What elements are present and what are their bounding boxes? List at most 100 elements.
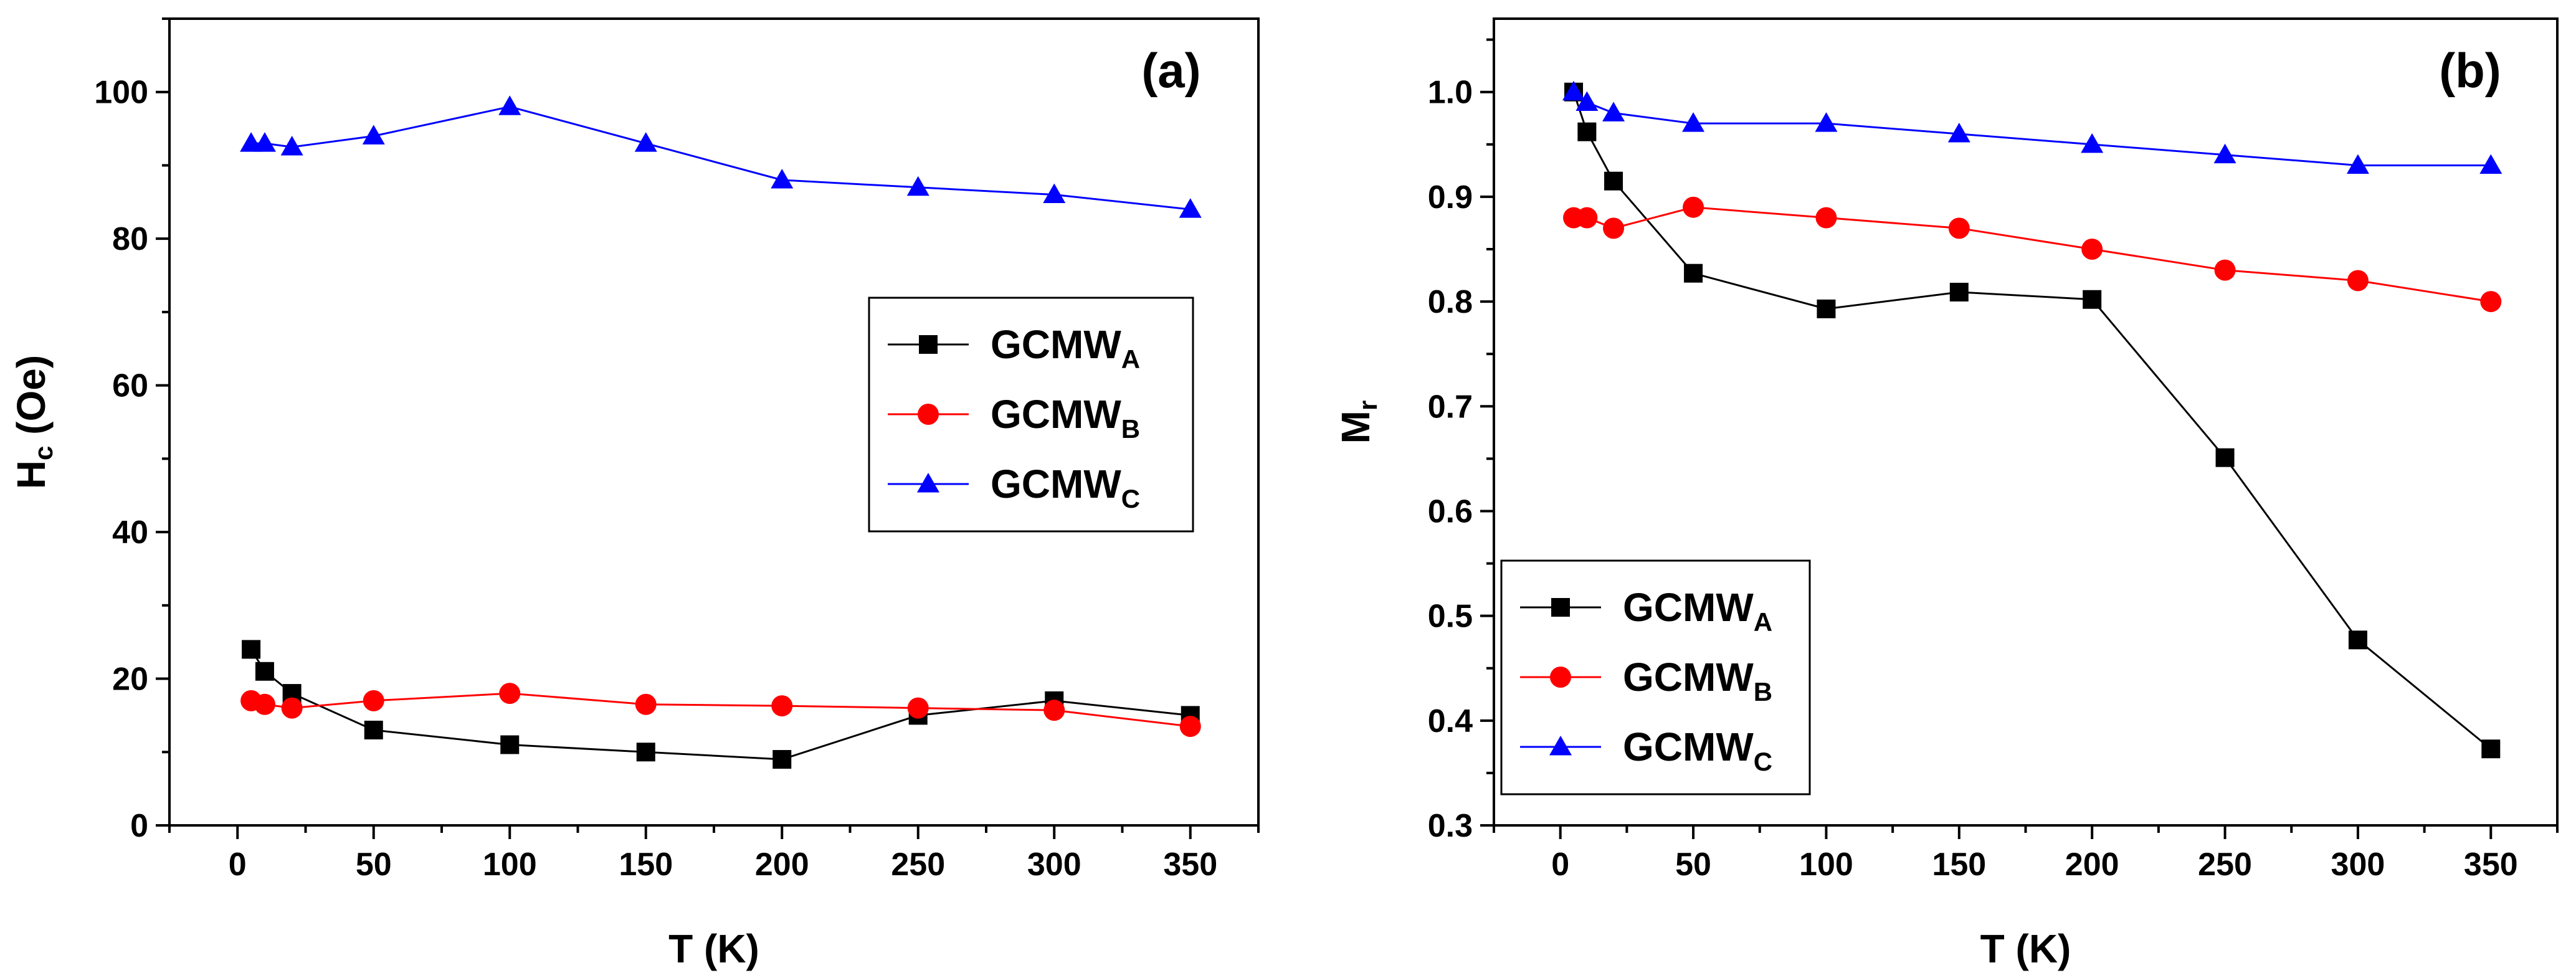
x-tick-label: 350 bbox=[2464, 847, 2518, 883]
legend-label-c: GCMWC bbox=[1623, 724, 1772, 776]
series-line-a bbox=[250, 648, 1191, 761]
y-tick-label: 20 bbox=[112, 662, 148, 698]
data-point-b bbox=[1179, 716, 1201, 738]
y-tick-label: 0.5 bbox=[1428, 599, 1473, 635]
data-point-b bbox=[254, 693, 275, 715]
data-point-a bbox=[500, 735, 520, 754]
data-point-c bbox=[1562, 80, 1585, 101]
data-point-a bbox=[1577, 122, 1597, 141]
legend-marker-c bbox=[1549, 736, 1572, 756]
data-point-c bbox=[362, 125, 385, 145]
y-tick-label: 0.4 bbox=[1428, 703, 1473, 739]
data-point-b bbox=[1948, 217, 1970, 239]
chart-panel-a: (a) T (K) Hc (Oe) 0 50 100 150 200 250 300 350 0… bbox=[9, 17, 1260, 971]
data-point-c bbox=[280, 136, 303, 156]
legend-marker-c bbox=[917, 473, 939, 493]
panel-label-b: (b) bbox=[2439, 43, 2501, 98]
data-point-c bbox=[1043, 183, 1066, 204]
data-point-a bbox=[2215, 448, 2235, 467]
data-point-c bbox=[1602, 102, 1625, 121]
data-point-c bbox=[1682, 112, 1705, 132]
y-axis-title-subscript: r bbox=[1353, 401, 1382, 411]
y-tick-label: 0.7 bbox=[1428, 389, 1473, 425]
series-line-b bbox=[250, 692, 1191, 728]
x-tick-label: 50 bbox=[356, 847, 392, 883]
series-line-a bbox=[1572, 92, 2492, 750]
data-point-b bbox=[1603, 217, 1625, 239]
data-point-c bbox=[634, 132, 657, 152]
data-point-c bbox=[253, 132, 276, 152]
legend-marker-a bbox=[919, 335, 938, 354]
data-point-c bbox=[771, 169, 794, 189]
data-point-a bbox=[364, 720, 383, 739]
legend-marker-b bbox=[1550, 667, 1571, 688]
panel-label-a: (a) bbox=[1141, 43, 1200, 98]
x-tick-label: 250 bbox=[2198, 847, 2252, 883]
legend-label-b: GCMWB bbox=[1623, 655, 1772, 706]
data-point-a bbox=[255, 662, 274, 681]
data-point-b bbox=[907, 697, 929, 719]
x-tick-label: 200 bbox=[755, 847, 809, 883]
data-point-c bbox=[1815, 112, 1838, 132]
x-tick-label: 100 bbox=[1799, 847, 1853, 883]
data-point-c bbox=[2479, 154, 2502, 174]
x-tick-label: 300 bbox=[1027, 847, 1081, 883]
y-tick-label: 0.9 bbox=[1428, 179, 1473, 216]
series-line-c bbox=[251, 105, 1191, 211]
data-point-b bbox=[1576, 207, 1598, 229]
y-tick-label: 100 bbox=[94, 75, 148, 111]
x-tick-label: 250 bbox=[891, 847, 945, 883]
x-tick-label: 150 bbox=[1932, 847, 1986, 883]
y-tick-label: 0 bbox=[130, 808, 148, 844]
data-point-a bbox=[2083, 290, 2102, 309]
data-point-c bbox=[906, 176, 929, 196]
series-line-b bbox=[1574, 206, 2491, 303]
data-point-c bbox=[1947, 123, 1970, 143]
series-line-c bbox=[1573, 91, 2491, 166]
y-tick-label: 0.6 bbox=[1428, 493, 1473, 529]
data-point-a bbox=[2348, 630, 2367, 650]
data-point-a bbox=[1949, 282, 1969, 301]
x-tick-label: 100 bbox=[483, 847, 537, 883]
data-point-a bbox=[2481, 739, 2501, 759]
data-point-a bbox=[772, 750, 792, 769]
legend-label-a: GCMWA bbox=[1623, 585, 1772, 637]
data-point-a bbox=[1684, 263, 1703, 283]
y-axis-title-subscript: c bbox=[29, 446, 58, 460]
data-point-b bbox=[771, 695, 793, 717]
x-tick-label: 300 bbox=[2331, 847, 2385, 883]
x-tick-label: 150 bbox=[619, 847, 673, 883]
data-point-c bbox=[1576, 91, 1599, 112]
chart-panel-b: (b) T (K) Mr 0 50 100 150 200 250 300 350 0.3 0.4… bbox=[1333, 17, 2559, 971]
y-tick-label: 1.0 bbox=[1428, 75, 1473, 111]
x-tick-label: 0 bbox=[1551, 847, 1569, 883]
data-point-b bbox=[2347, 270, 2369, 292]
data-point-b bbox=[2214, 259, 2236, 281]
legend-marker-b bbox=[918, 404, 939, 425]
data-point-b bbox=[1683, 196, 1704, 218]
y-axis-title-main: M bbox=[1333, 411, 1378, 444]
y-axis-title-main: H bbox=[9, 460, 54, 489]
x-tick-label: 0 bbox=[229, 847, 247, 883]
data-point-c bbox=[1179, 198, 1202, 218]
x-tick-label: 350 bbox=[1163, 847, 1217, 883]
y-tick-label: 40 bbox=[112, 515, 148, 551]
y-tick-label: 80 bbox=[112, 221, 148, 257]
data-point-c bbox=[498, 95, 521, 115]
y-axis-title-unit: (Oe) bbox=[9, 355, 54, 446]
data-point-a bbox=[636, 743, 655, 762]
data-point-b bbox=[363, 690, 384, 711]
data-point-b bbox=[2081, 239, 2103, 260]
data-point-a bbox=[1604, 171, 1623, 191]
x-tick-label: 50 bbox=[1675, 847, 1711, 883]
y-axis-title: Mr bbox=[1333, 401, 1382, 444]
y-tick-label: 60 bbox=[112, 368, 148, 404]
x-axis-title: T (K) bbox=[668, 926, 759, 971]
data-point-b bbox=[499, 683, 521, 705]
data-point-c bbox=[2213, 143, 2236, 164]
x-tick-label: 200 bbox=[2065, 847, 2119, 883]
data-point-b bbox=[1043, 700, 1065, 721]
data-point-b bbox=[281, 697, 303, 719]
data-point-c bbox=[2081, 133, 2104, 153]
